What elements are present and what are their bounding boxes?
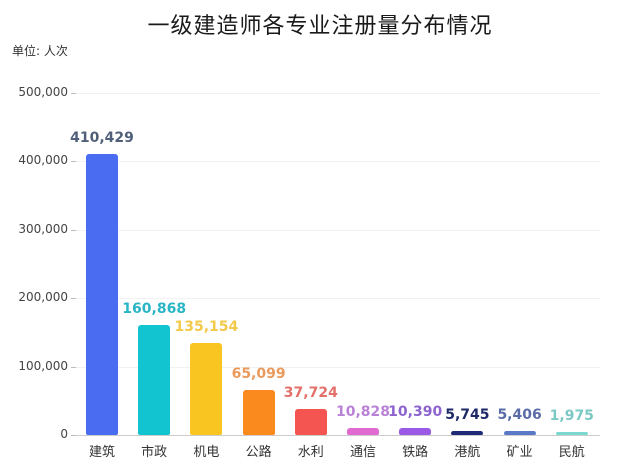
value-label: 1,975 — [549, 408, 594, 424]
x-tick-label: 机电 — [193, 445, 220, 460]
value-label: 5,745 — [445, 407, 490, 424]
x-tick-label: 公路 — [245, 445, 272, 460]
y-tick-mark — [71, 366, 76, 368]
bar-机电[interactable] — [190, 342, 223, 435]
bar-建筑[interactable] — [86, 154, 118, 435]
gridline — [76, 229, 600, 231]
x-tick-label: 市政 — [141, 445, 168, 460]
x-tick-label: 建筑 — [88, 445, 115, 460]
gridline — [76, 93, 600, 94]
y-tick-label: 400,000 — [18, 153, 68, 168]
bar-港航[interactable] — [451, 431, 484, 435]
y-tick-mark — [71, 298, 76, 300]
y-tick-mark — [71, 93, 76, 94]
y-tick-label: 500,000 — [18, 85, 68, 99]
value-label: 37,724 — [283, 385, 338, 402]
y-tick-label: 300,000 — [18, 221, 68, 236]
y-tick-mark — [71, 161, 76, 163]
bar-通信[interactable] — [347, 427, 379, 435]
x-axis — [76, 435, 600, 436]
bar-矿业[interactable] — [503, 431, 536, 435]
value-label: 65,099 — [231, 366, 286, 383]
y-tick-mark — [71, 435, 76, 436]
y-tick-label: 100,000 — [18, 358, 68, 373]
x-tick-label: 通信 — [349, 445, 376, 460]
gridline — [76, 298, 600, 300]
value-label: 10,828 — [335, 403, 391, 420]
x-tick-label: 民航 — [558, 445, 585, 460]
bar-水利[interactable] — [294, 409, 327, 435]
gridline — [76, 161, 600, 163]
bar-铁路[interactable] — [399, 427, 432, 435]
x-tick-label: 港航 — [454, 445, 481, 460]
x-tick-label: 矿业 — [506, 445, 533, 460]
bar-公路[interactable] — [242, 390, 275, 435]
y-tick-mark — [71, 229, 76, 231]
value-label: 5,406 — [497, 407, 542, 424]
gridline — [76, 366, 600, 368]
value-label: 410,429 — [70, 130, 134, 147]
unit-label: 单位: 人次 — [12, 44, 68, 58]
value-label: 160,868 — [122, 300, 187, 317]
value-label: 135,154 — [174, 318, 239, 335]
x-tick-label: 铁路 — [402, 445, 429, 460]
bar-民航[interactable] — [555, 432, 588, 435]
bar-市政[interactable] — [138, 324, 171, 435]
y-tick-label: 200,000 — [18, 290, 68, 305]
x-tick-label: 水利 — [297, 445, 324, 460]
value-label: 10,390 — [388, 403, 443, 420]
chart-title: 一级建造师各专业注册量分布情况 — [147, 14, 493, 39]
y-tick-label: 0 — [60, 427, 68, 441]
